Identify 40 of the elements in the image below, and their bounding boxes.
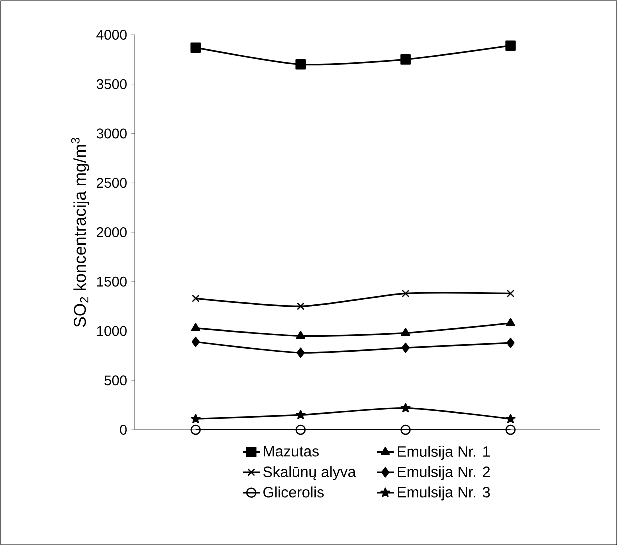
point [402, 290, 410, 298]
point [400, 424, 411, 436]
y-tick-label: 500 [104, 376, 127, 386]
y-tick-label: 2000 [97, 228, 127, 238]
point [192, 294, 200, 302]
point [402, 342, 410, 354]
point [401, 328, 410, 336]
point [296, 59, 306, 70]
legend-label: Skalūnų alyva [264, 466, 356, 480]
point [296, 348, 305, 358]
point [192, 336, 200, 348]
legend-label: Emulsija Nr. 3 [398, 486, 490, 501]
y-tick-label: 4000 [96, 30, 127, 40]
point [296, 424, 306, 436]
point [190, 42, 202, 53]
point [506, 290, 515, 298]
point [296, 410, 306, 420]
y-tick-label: 3500 [96, 79, 127, 90]
point [297, 302, 305, 310]
point [400, 403, 411, 413]
y-tick-label: 1500 [97, 276, 127, 287]
legend-label: Emulsija Nr. 1 [398, 446, 490, 460]
point [296, 331, 306, 340]
point [400, 54, 411, 65]
legend-label: Emulsija Nr. 2 [398, 466, 490, 480]
point [190, 414, 201, 424]
point [506, 40, 516, 52]
legend-label: Glicerolis [264, 486, 324, 498]
legend-label: Mazutas [264, 446, 319, 457]
y-tick-label: 1000 [97, 326, 127, 336]
point [506, 338, 515, 348]
point [191, 323, 200, 332]
y-tick-label: 3000 [96, 128, 127, 139]
point [506, 318, 516, 326]
point [506, 414, 516, 424]
point [190, 424, 202, 436]
point [506, 424, 516, 436]
y-tick-label: 2500 [97, 178, 127, 188]
y-axis-title: SO$_{2}$ koncentracija mg/m$^{3}$ [71, 138, 90, 328]
y-tick-label: 0 [120, 425, 127, 435]
